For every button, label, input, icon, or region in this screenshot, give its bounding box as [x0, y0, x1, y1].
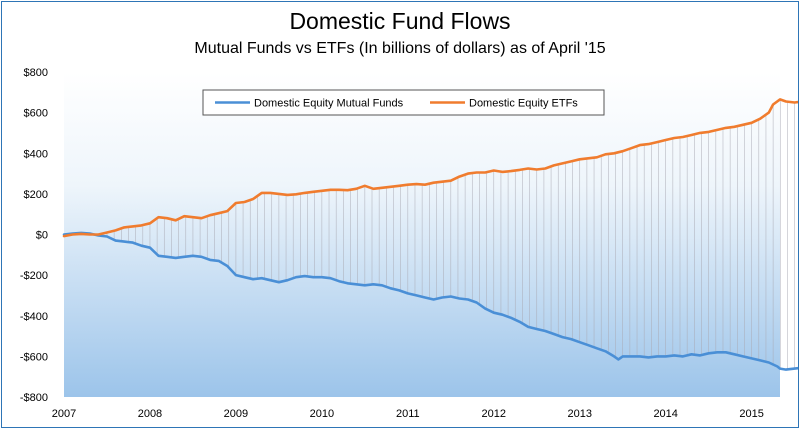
- series-lines: [62, 98, 798, 371]
- x-tick-label: 2012: [482, 408, 506, 420]
- y-tick-label: -$400: [20, 311, 48, 323]
- legend-label-etfs: Domestic Equity ETFs: [469, 98, 578, 110]
- series-line-etfs: [62, 98, 798, 238]
- x-tick-label: 2014: [653, 408, 677, 420]
- y-tick-label: -$200: [20, 270, 48, 282]
- axis-tick-labels: $800 $600 $400 $200 $0 -$200 -$400 -$600 -$800 20…: [20, 67, 764, 420]
- x-tick-label: 2011: [396, 408, 420, 420]
- y-tick-label: $600: [24, 108, 48, 120]
- x-tick-label: 2009: [224, 408, 248, 420]
- legend-box: [202, 89, 605, 116]
- x-tick-label: 2010: [310, 408, 334, 420]
- x-tick-label: 2013: [567, 408, 591, 420]
- y-tick-label: -$600: [20, 351, 48, 363]
- y-tick-label: $400: [24, 148, 48, 160]
- chart-subtitle: Mutual Funds vs ETFs (In billions of dol…: [194, 40, 606, 57]
- area-between-series: [63, 99, 795, 370]
- y-tick-label: $800: [24, 67, 48, 79]
- legend: Domestic Equity Mutual Funds Domestic Eq…: [202, 89, 605, 116]
- y-tick-label: $0: [36, 230, 48, 242]
- y-tick-label: $200: [24, 189, 48, 201]
- x-tick-label: 2008: [138, 408, 162, 420]
- x-tick-label: 2007: [52, 408, 76, 420]
- chart-title: Domestic Fund Flows: [289, 8, 511, 34]
- series-line-mutual-funds: [62, 231, 798, 371]
- y-tick-label: -$800: [20, 392, 48, 404]
- legend-label-mutual-funds: Domestic Equity Mutual Funds: [254, 98, 404, 110]
- x-tick-label: 2015: [739, 408, 763, 420]
